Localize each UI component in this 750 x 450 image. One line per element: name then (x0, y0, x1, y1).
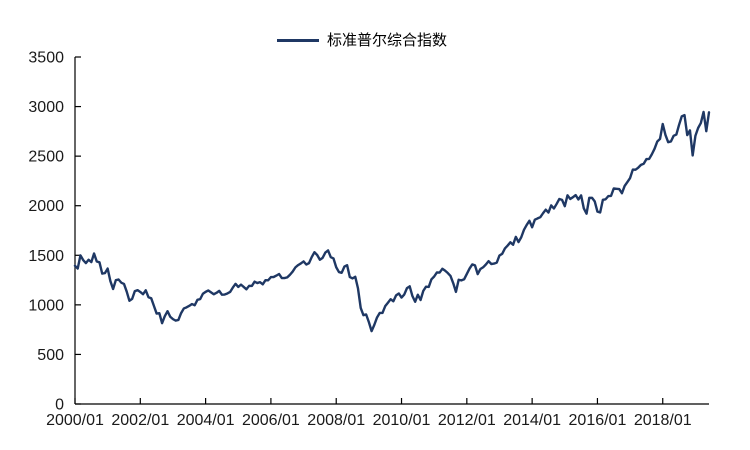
y-tick-label: 2500 (28, 149, 64, 166)
y-tick-label: 500 (37, 347, 64, 364)
x-tick-label: 2018/01 (634, 412, 692, 429)
x-tick-label: 2010/01 (373, 412, 431, 429)
x-tick-label: 2008/01 (307, 412, 365, 429)
x-tick-label: 2002/01 (111, 412, 169, 429)
y-tick-label: 3500 (28, 50, 64, 67)
legend: 标准普尔综合指数 (277, 32, 447, 49)
x-axis: 2000/01 2002/01 2004/01 2006/01 2008/01 2010/… (46, 398, 709, 429)
y-tick-label: 1000 (28, 297, 64, 314)
x-tick-label: 2016/01 (569, 412, 627, 429)
legend-line-swatch (277, 39, 319, 42)
x-tick-label: 2006/01 (242, 412, 300, 429)
y-tick-label: 0 (55, 397, 64, 414)
y-tick-label: 3000 (28, 99, 64, 116)
x-tick-label: 2004/01 (177, 412, 235, 429)
y-tick-label: 2000 (28, 198, 64, 215)
y-tick-label: 1500 (28, 248, 64, 265)
series-line (73, 110, 711, 333)
legend-label: 标准普尔综合指数 (327, 32, 448, 49)
x-tick-label: 2000/01 (46, 412, 104, 429)
x-tick-label: 2014/01 (503, 412, 561, 429)
x-tick-label: 2012/01 (438, 412, 496, 429)
y-axis: 0 500 1000 1500 2000 2500 3000 3500 (28, 50, 81, 414)
